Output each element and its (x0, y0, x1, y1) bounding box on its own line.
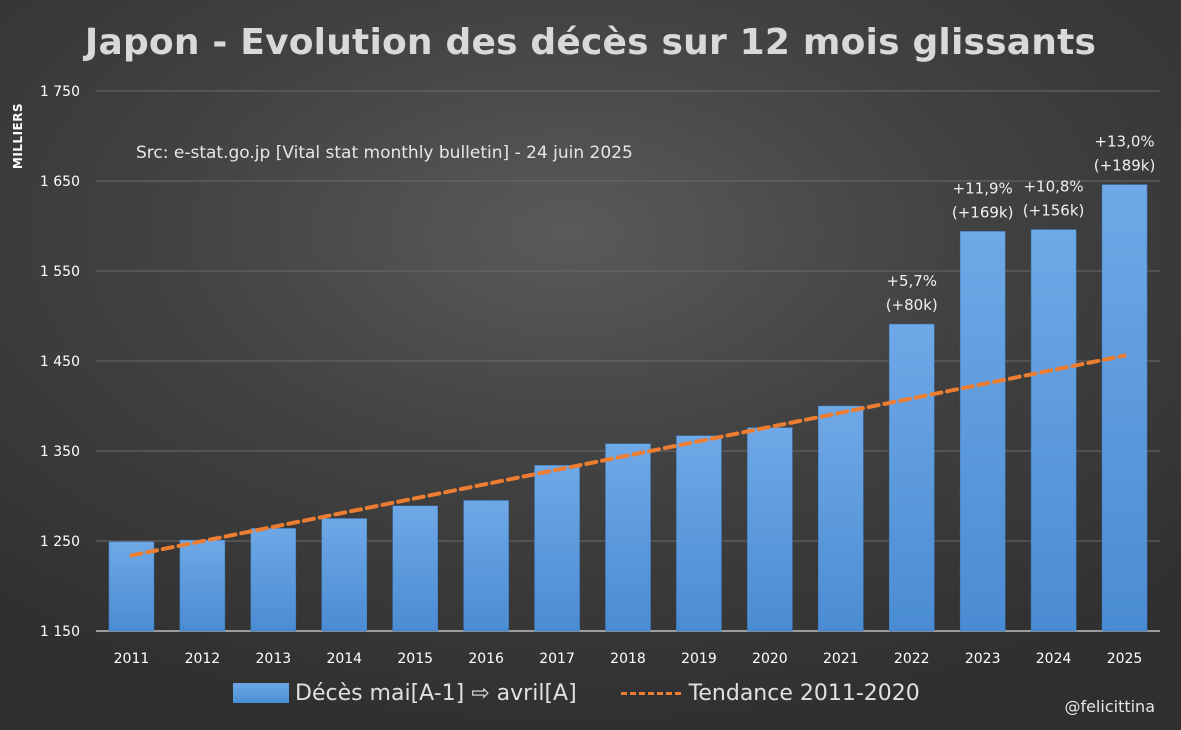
data-label-percent: +11,9% (953, 179, 1013, 197)
data-label-percent: +13,0% (1094, 133, 1154, 151)
x-tick-label: 2017 (539, 651, 575, 667)
legend-swatch-trend (620, 691, 681, 695)
data-label-delta: (+169k) (952, 203, 1014, 221)
bar (888, 323, 935, 632)
bar (605, 443, 651, 632)
legend-label-bars: Décès mai[A-1] ⇨ avril[A] (295, 680, 577, 706)
y-axis-label-box: MILLIERS (8, 96, 28, 176)
x-tick-label: 2022 (894, 651, 930, 667)
y-axis-label: MILLIERS (11, 102, 25, 170)
x-tick-label: 2012 (185, 651, 221, 667)
bar (534, 465, 580, 632)
bar (392, 505, 438, 632)
bar (321, 518, 368, 632)
x-tick-label: 2011 (114, 651, 150, 667)
x-tick-label: 2019 (681, 651, 717, 667)
bar (250, 528, 297, 632)
data-label-delta: (+189k) (1094, 157, 1156, 175)
x-tick-label: 2018 (610, 651, 646, 667)
x-tick-label: 2021 (823, 651, 859, 667)
legend-label-trend: Tendance 2011-2020 (688, 680, 920, 706)
x-tick-label: 2024 (1036, 651, 1072, 667)
x-tick-label: 2016 (468, 651, 504, 667)
chart-source: Src: e-stat.go.jp [Vital stat monthly bu… (136, 143, 633, 163)
y-tick-label: 1 750 (40, 84, 80, 100)
x-tick-label: 2015 (397, 651, 433, 667)
y-tick-label: 1 350 (40, 444, 80, 460)
y-tick-label: 1 150 (40, 624, 80, 640)
bar (1101, 184, 1148, 632)
y-tick-label: 1 250 (40, 534, 80, 550)
x-tick-label: 2014 (326, 651, 362, 667)
bar (818, 405, 864, 632)
y-tick-label: 1 550 (40, 264, 80, 280)
author-credit: @felicittina (1064, 697, 1155, 716)
data-label-percent: +10,8% (1023, 178, 1083, 196)
data-label-percent: +5,7% (886, 272, 937, 290)
bar (959, 231, 1006, 632)
bar (676, 435, 722, 632)
data-label-delta: (+156k) (1023, 202, 1085, 220)
x-tick-label: 2013 (256, 651, 292, 667)
x-tick-label: 2025 (1107, 651, 1143, 667)
legend: Décès mai[A-1] ⇨ avril[A] Tendance 2011-… (233, 676, 920, 710)
bar (179, 539, 226, 632)
legend-swatch-bars (233, 683, 289, 703)
y-tick-label: 1 450 (40, 354, 80, 370)
x-tick-label: 2020 (752, 651, 788, 667)
chart-title: Japon - Evolution des décès sur 12 mois … (84, 22, 1097, 63)
data-label-delta: (+80k) (886, 296, 938, 314)
trend-line (129, 353, 1127, 558)
bar (463, 500, 509, 632)
x-tick-label: 2023 (965, 651, 1001, 667)
bar (747, 427, 793, 632)
bar (1030, 229, 1077, 632)
y-tick-label: 1 650 (40, 174, 80, 190)
